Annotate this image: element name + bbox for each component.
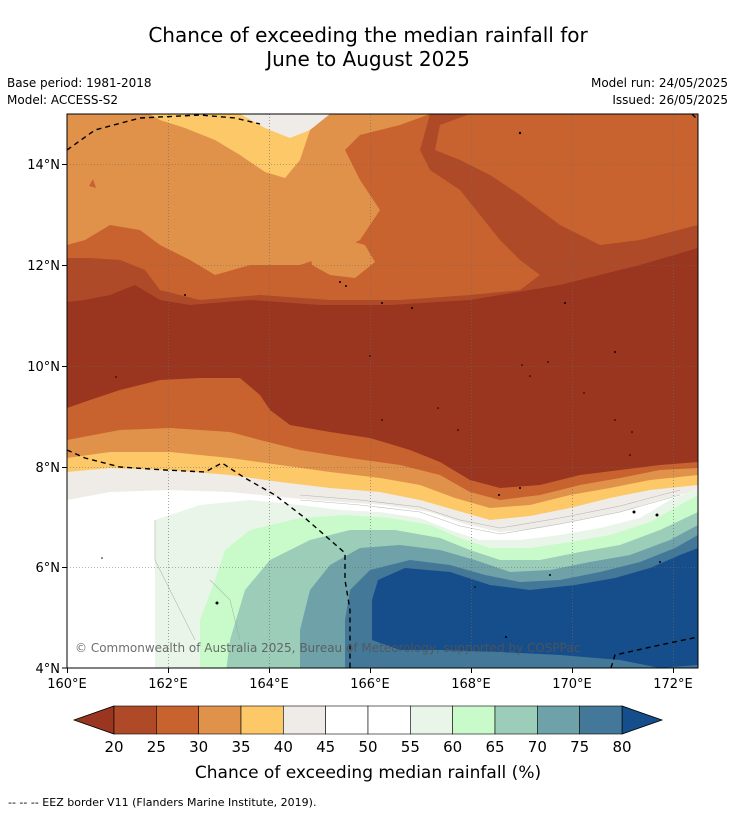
base-period: Base period: 1981-2018: [7, 76, 152, 90]
colorbar-cell: [494, 705, 538, 735]
colorbar-cell: [410, 705, 453, 735]
rainfall-map: © Commonwealth of Australia 2025, Bureau…: [67, 114, 698, 668]
map-title-line-1: Chance of exceeding the median rainfall …: [148, 23, 588, 47]
colorbar-tick-label: 60: [443, 738, 462, 756]
colorbar-tick-label: 80: [612, 738, 631, 756]
colorbar-cell: [156, 705, 199, 735]
band-40-45-top: [240, 114, 330, 138]
eez-border: [67, 114, 698, 668]
colorbar-tick-label: 50: [358, 738, 377, 756]
colorbar-cell: [579, 705, 623, 735]
colorbar: 20 25 30 35 40 45 50 55 60 65 70 75 80 Chance of exc…: [72, 705, 664, 783]
model-run: Model run: 24/05/2025: [590, 76, 728, 90]
lon-tick: 162°E: [148, 677, 188, 692]
lon-tick: 166°E: [350, 677, 390, 692]
colorbar-label: Chance of exceeding median rainfall (%): [195, 763, 541, 783]
longitude-labels: 160°E 162°E 164°E 166°E 168°E 170°E 172°…: [47, 677, 693, 692]
band-over-80: [372, 548, 698, 668]
lon-tick: 168°E: [451, 677, 491, 692]
colorbar-tick-label: 20: [104, 738, 123, 756]
eez-footnote: -- -- -- EEZ border V11 (Flanders Marine…: [8, 796, 317, 809]
colorbar-cell: [452, 705, 496, 735]
map-title-line-2: June to August 2025: [266, 47, 470, 71]
colorbar-over-arrow: [621, 705, 664, 735]
lat-tick: 12°N: [27, 259, 60, 274]
colorbar-cell: [283, 705, 326, 735]
colorbar-tick-label: 25: [147, 738, 166, 756]
colorbar-cell: [113, 705, 157, 735]
lat-tick: 8°N: [36, 461, 61, 476]
colorbar-tick-label: 40: [274, 738, 293, 756]
colorbar-cell: [537, 705, 580, 735]
lon-tick: 160°E: [47, 677, 87, 692]
gridlines: [67, 114, 698, 668]
colorbar-cell: [325, 705, 369, 735]
colorbar-tick-label: 65: [485, 738, 504, 756]
colorbar-cell: [240, 705, 284, 735]
lat-tick: 4°N: [36, 662, 61, 677]
colorbar-tick-label: 55: [401, 738, 420, 756]
contour-lines: [154, 489, 681, 641]
colorbar-tick-label: 45: [316, 738, 335, 756]
colorbar-tick-label: 75: [570, 738, 589, 756]
lon-tick: 170°E: [552, 677, 592, 692]
band-30-35-patch: [310, 238, 375, 278]
latitude-labels: 14°N 12°N 10°N 8°N 6°N 4°N: [27, 158, 60, 677]
colorbar-cell: [198, 705, 242, 735]
lat-tick: 10°N: [27, 360, 60, 375]
axis-tick-marks: [62, 164, 674, 673]
lat-tick: 6°N: [36, 561, 61, 576]
colorbar-tick-label: 30: [189, 738, 208, 756]
model-name: Model: ACCESS-S2: [7, 93, 119, 107]
colorbar-cell: [367, 705, 411, 735]
colorbar-tick-label: 35: [231, 738, 250, 756]
band-25-30-top: [67, 114, 698, 245]
colorbar-tick-label: 70: [528, 738, 547, 756]
colorbar-under-arrow: [72, 705, 115, 735]
islands: [101, 131, 661, 638]
issued-date: Issued: 26/05/2025: [612, 93, 728, 107]
copyright-notice: © Commonwealth of Australia 2025, Bureau…: [75, 641, 580, 655]
band-30-35: [67, 114, 430, 275]
lon-tick: 164°E: [249, 677, 289, 692]
small-patch: [89, 179, 96, 188]
map-frame: [66, 113, 699, 669]
lon-tick: 172°E: [653, 677, 693, 692]
lat-tick: 14°N: [27, 158, 60, 173]
